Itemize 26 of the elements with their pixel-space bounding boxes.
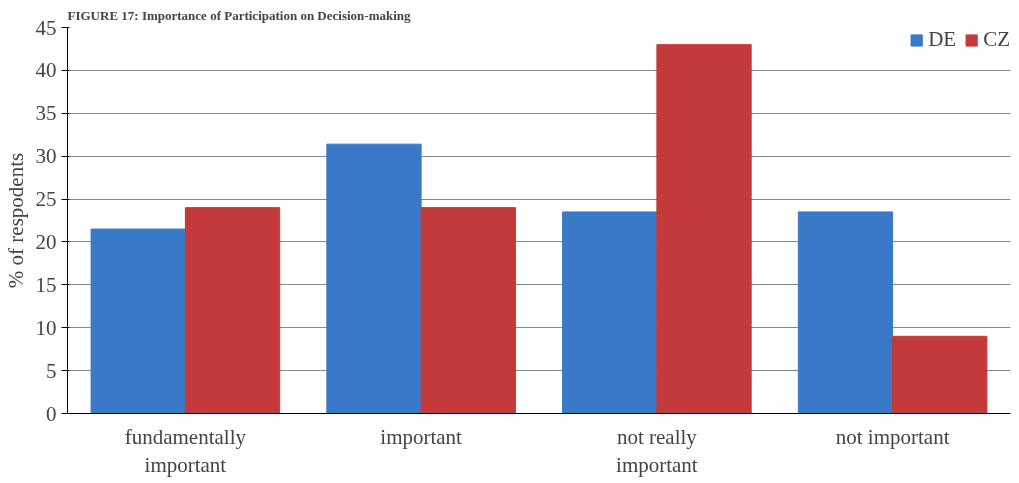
bar [797,211,894,414]
y-tick-label: 5 [46,358,57,383]
bar [326,143,422,414]
legend-label: CZ [983,27,1010,52]
legend-label: DE [928,27,957,52]
bar [420,207,516,414]
x-tick-label: not important [835,424,950,449]
bar [184,207,281,414]
y-tick-label: 35 [35,101,57,126]
y-tick-label: 20 [35,229,57,254]
y-tick-label: 30 [35,144,57,169]
bar [892,335,988,414]
chart-title: FIGURE 17: Importance of Participation on Decision-making [67,7,412,23]
x-tick-label: important [380,424,463,449]
x-tick-label: fundamentally important [124,424,247,478]
x-tick-label: not really important [616,424,698,478]
y-axis-title: % of respodents [3,152,28,289]
y-tick-label: 10 [35,315,57,340]
y-tick-label: 0 [46,401,57,426]
bar [562,211,658,414]
y-tick-label: 45 [35,15,57,40]
y-tick-label: 25 [35,187,57,212]
y-tick-label: 15 [35,272,57,297]
bar [656,44,752,414]
y-tick-label: 40 [35,58,57,83]
bar [90,228,186,414]
